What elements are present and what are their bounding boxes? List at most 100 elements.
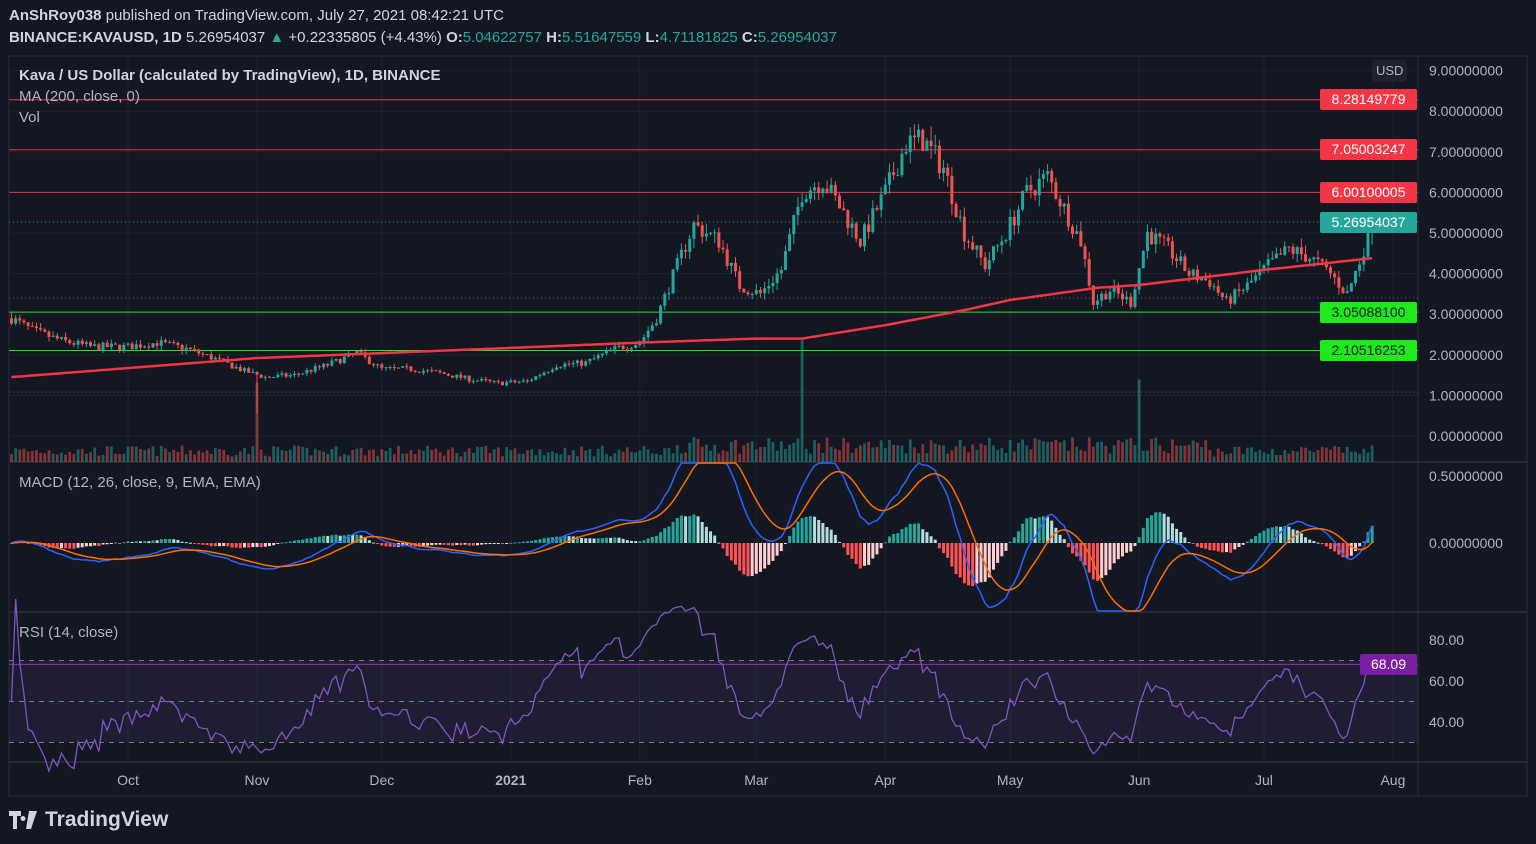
- candle: [867, 214, 871, 239]
- macd-histogram-bar: [243, 543, 247, 548]
- macd-histogram-bar: [588, 538, 592, 543]
- candle-body: [168, 342, 172, 344]
- volume-bar: [288, 449, 292, 462]
- candle-body: [209, 354, 213, 360]
- macd-legend[interactable]: MACD (12, 26, close, 9, EMA, EMA): [19, 474, 261, 491]
- series-title[interactable]: Kava / US Dollar (calculated by TradingV…: [19, 67, 441, 84]
- macd-histogram-bar: [247, 543, 251, 548]
- macd-histogram-bar: [459, 543, 463, 546]
- candle-body: [505, 382, 509, 386]
- candle-body: [1258, 269, 1262, 276]
- macd-histogram-bar: [763, 543, 767, 569]
- macd-histogram-bar: [667, 526, 671, 543]
- candle: [143, 345, 147, 349]
- volume-bar: [813, 440, 816, 462]
- volume-bar: [1233, 446, 1237, 462]
- candle: [1212, 282, 1216, 291]
- volume-bar: [1121, 442, 1124, 462]
- volume-bar: [105, 446, 109, 462]
- macd-histogram-bar: [1345, 543, 1349, 558]
- candle: [750, 292, 754, 300]
- volume-bar: [538, 449, 542, 462]
- candle-body: [47, 331, 51, 337]
- candle-body: [442, 372, 446, 374]
- candle-body: [118, 344, 122, 351]
- candle-body: [1100, 293, 1104, 301]
- candle-body: [846, 210, 850, 228]
- candle-body: [480, 379, 484, 381]
- volume-legend[interactable]: Vol: [19, 109, 40, 126]
- candle-body: [263, 376, 267, 378]
- volume-bar: [1066, 450, 1070, 462]
- candle-body: [446, 373, 450, 376]
- candle-body: [1204, 278, 1208, 281]
- volume-bar: [513, 448, 517, 462]
- candle-body: [1237, 289, 1241, 291]
- volume-bar: [484, 445, 488, 462]
- tradingview-logo[interactable]: TradingView: [9, 808, 168, 832]
- macd-histogram-bar: [1133, 543, 1137, 547]
- volume-bar: [1266, 454, 1270, 462]
- volume-bar: [846, 442, 850, 462]
- candle-body: [659, 305, 663, 324]
- candle: [430, 366, 434, 373]
- macd-histogram-bar: [1141, 527, 1145, 543]
- candle: [168, 340, 172, 344]
- candle-body: [384, 367, 388, 369]
- candle: [629, 346, 633, 353]
- candle-body: [64, 337, 68, 341]
- candle: [80, 338, 84, 347]
- macd-histogram-bar: [1241, 543, 1245, 545]
- candle: [1353, 270, 1357, 287]
- volume-bar: [929, 440, 933, 462]
- candle: [1116, 282, 1120, 299]
- candle-body: [126, 343, 130, 345]
- macd-histogram-bar: [1179, 532, 1183, 543]
- macd-histogram-bar: [388, 543, 392, 547]
- macd-histogram-bar: [600, 538, 604, 543]
- volume-bar: [1083, 451, 1087, 462]
- candle-body: [234, 366, 238, 369]
- macd-histogram-bar: [642, 540, 646, 543]
- candle: [1358, 260, 1362, 277]
- macd-histogram-bar: [168, 538, 172, 543]
- candle-body: [155, 343, 159, 346]
- candle-body: [1079, 231, 1083, 247]
- volume-bar: [1295, 451, 1299, 462]
- volume-bar: [388, 447, 392, 462]
- ma-legend[interactable]: MA (200, close, 0): [19, 88, 140, 105]
- candle-body: [1033, 190, 1037, 196]
- macd-histogram-bar: [1262, 530, 1266, 543]
- candle: [322, 362, 326, 370]
- volume-bar: [30, 450, 34, 462]
- candle-body: [667, 293, 671, 295]
- candle-body: [588, 359, 592, 362]
- candle: [426, 368, 430, 373]
- candle-body: [779, 269, 783, 274]
- candle: [1175, 253, 1179, 269]
- currency-badge[interactable]: USD: [1372, 60, 1408, 82]
- macd-histogram-bar: [1249, 538, 1253, 543]
- macd-histogram-bar: [921, 529, 925, 543]
- candle-body: [1308, 259, 1312, 262]
- macd-histogram-bar: [862, 543, 866, 566]
- volume-bar: [596, 448, 600, 462]
- volume-bar: [293, 445, 296, 462]
- candle-body: [663, 293, 667, 306]
- macd-histogram-bar: [1137, 537, 1141, 543]
- candle-body: [991, 246, 995, 261]
- volume-bar: [796, 438, 800, 462]
- volume-bar: [347, 455, 350, 462]
- volume-bar: [883, 448, 887, 462]
- volume-bar: [55, 454, 59, 462]
- candle-body: [1154, 233, 1158, 245]
- candle-body: [1150, 231, 1154, 245]
- rsi-legend[interactable]: RSI (14, close): [19, 624, 119, 641]
- macd-histogram-bar: [467, 543, 471, 546]
- volume-bar: [1116, 440, 1120, 462]
- candle-body: [193, 349, 197, 351]
- candle: [1299, 238, 1303, 260]
- candle-body: [1312, 257, 1316, 260]
- volume-bar: [850, 452, 854, 462]
